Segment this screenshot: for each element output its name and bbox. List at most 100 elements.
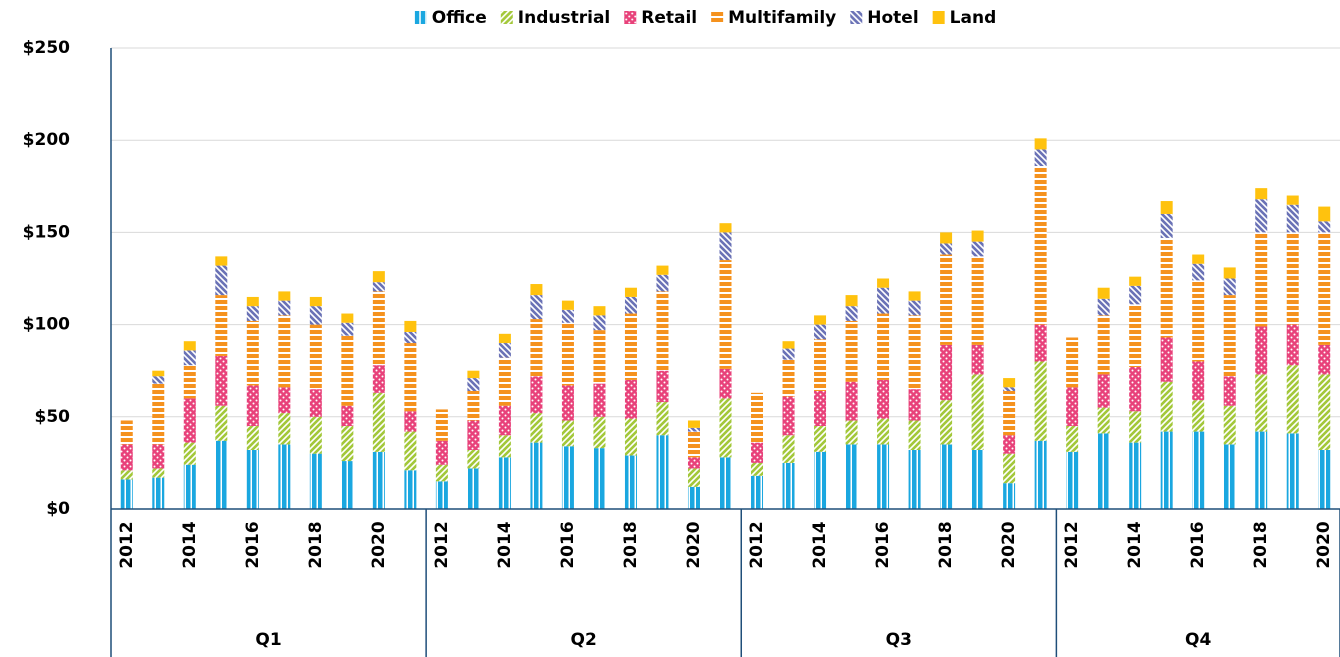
- bar-segment: [498, 357, 511, 406]
- bar-segment: [1318, 449, 1331, 509]
- bar-segment: [215, 355, 228, 406]
- bar-segment: [341, 335, 354, 406]
- bar-segment: [656, 274, 669, 292]
- bar-segment: [1223, 295, 1236, 377]
- bar-segment: [1286, 204, 1299, 233]
- bar-segment: [1223, 376, 1236, 406]
- bar-segment: [1223, 278, 1236, 296]
- group-label: Q1: [255, 630, 281, 650]
- bar-segment: [1003, 387, 1016, 391]
- bar-segment: [1192, 400, 1205, 432]
- bar-segment: [530, 442, 543, 509]
- legend-label: Land: [950, 8, 997, 28]
- bar-segment: [1003, 378, 1016, 388]
- bar-segment: [877, 379, 890, 419]
- bar-segment: [372, 365, 385, 393]
- bar-segment: [814, 339, 827, 391]
- x-tick-label: 2014: [810, 521, 830, 568]
- x-tick-label: 2018: [1251, 521, 1271, 568]
- y-tick-label: $100: [23, 315, 70, 335]
- bar-segment: [814, 426, 827, 452]
- bar-segment: [1160, 237, 1173, 338]
- bar-segment: [1192, 254, 1205, 264]
- bar-segment: [467, 449, 480, 469]
- bar-segment: [1097, 433, 1110, 509]
- bar-segment: [845, 420, 858, 445]
- bar-segment: [782, 462, 795, 509]
- bar-segment: [561, 322, 574, 386]
- bar-segment: [1223, 405, 1236, 445]
- legend-swatch: [932, 11, 945, 24]
- bar-segment: [687, 468, 700, 487]
- bar-segment: [908, 389, 921, 421]
- bar-segment: [246, 306, 259, 321]
- bar-segment: [1097, 407, 1110, 434]
- bar-segment: [278, 291, 291, 301]
- bar-segment: [1286, 433, 1299, 509]
- bar-segment: [845, 444, 858, 509]
- bar-segment: [719, 223, 732, 233]
- bar-segment: [498, 405, 511, 436]
- bar-segment: [498, 457, 511, 509]
- bar-segment: [404, 470, 417, 509]
- bar-segment: [814, 451, 827, 509]
- bar-segment: [1097, 315, 1110, 375]
- bar-segment: [183, 365, 196, 399]
- bar-segment: [687, 420, 700, 428]
- bar-segment: [908, 291, 921, 301]
- bar-segment: [908, 420, 921, 450]
- bar-segment: [404, 331, 417, 344]
- bar-segment: [1097, 374, 1110, 408]
- bar-segment: [309, 389, 322, 417]
- bar-segment: [309, 296, 322, 307]
- bar-segment: [971, 256, 984, 345]
- legend-swatch: [624, 11, 637, 24]
- bar-segment: [877, 287, 890, 314]
- bar-segment: [498, 435, 511, 458]
- legend-swatch: [711, 11, 724, 24]
- y-tick-label: $150: [23, 222, 70, 242]
- legend-item: Industrial: [500, 8, 610, 28]
- bar-segment: [1066, 387, 1079, 427]
- x-tick-label: 2018: [621, 521, 641, 568]
- x-tick-label: 2020: [369, 521, 389, 568]
- bar-segment: [1192, 431, 1205, 509]
- bar-segment: [561, 385, 574, 421]
- group-label: Q4: [1185, 630, 1211, 650]
- x-tick-label: 2012: [747, 521, 767, 568]
- bar-segment: [940, 344, 953, 401]
- x-tick-label: 2020: [1314, 521, 1334, 568]
- bar-segment: [467, 370, 480, 379]
- bar-segment: [814, 390, 827, 427]
- bar-segment: [530, 295, 543, 320]
- bar-segment: [152, 376, 165, 384]
- bar-segment: [1192, 280, 1205, 362]
- legend-label: Hotel: [867, 8, 918, 28]
- bar-segment: [940, 254, 953, 345]
- bar-segment: [782, 359, 795, 397]
- bar-segment: [971, 230, 984, 242]
- bar-segment: [467, 378, 480, 391]
- bar-segment: [404, 431, 417, 471]
- bar-segment: [278, 413, 291, 445]
- bar-segment: [341, 405, 354, 427]
- bar-segment: [183, 464, 196, 509]
- bar-segment: [341, 322, 354, 336]
- bar-segment: [687, 427, 700, 432]
- bar-segment: [404, 320, 417, 332]
- bar-segment: [1066, 426, 1079, 452]
- bar-segment: [467, 420, 480, 450]
- bar-segment: [215, 265, 228, 296]
- bar-segment: [372, 291, 385, 366]
- bar-segment: [120, 444, 133, 471]
- bar-segment: [845, 381, 858, 421]
- bar-segment: [152, 370, 165, 377]
- x-tick-label: 2014: [495, 521, 515, 568]
- bar-segment: [751, 392, 764, 443]
- bar-segment: [593, 306, 606, 316]
- bar-segment: [971, 344, 984, 375]
- bar-segment: [782, 341, 795, 349]
- bar-segment: [309, 324, 322, 390]
- bar-segment: [1318, 374, 1331, 450]
- bar-segment: [183, 341, 196, 351]
